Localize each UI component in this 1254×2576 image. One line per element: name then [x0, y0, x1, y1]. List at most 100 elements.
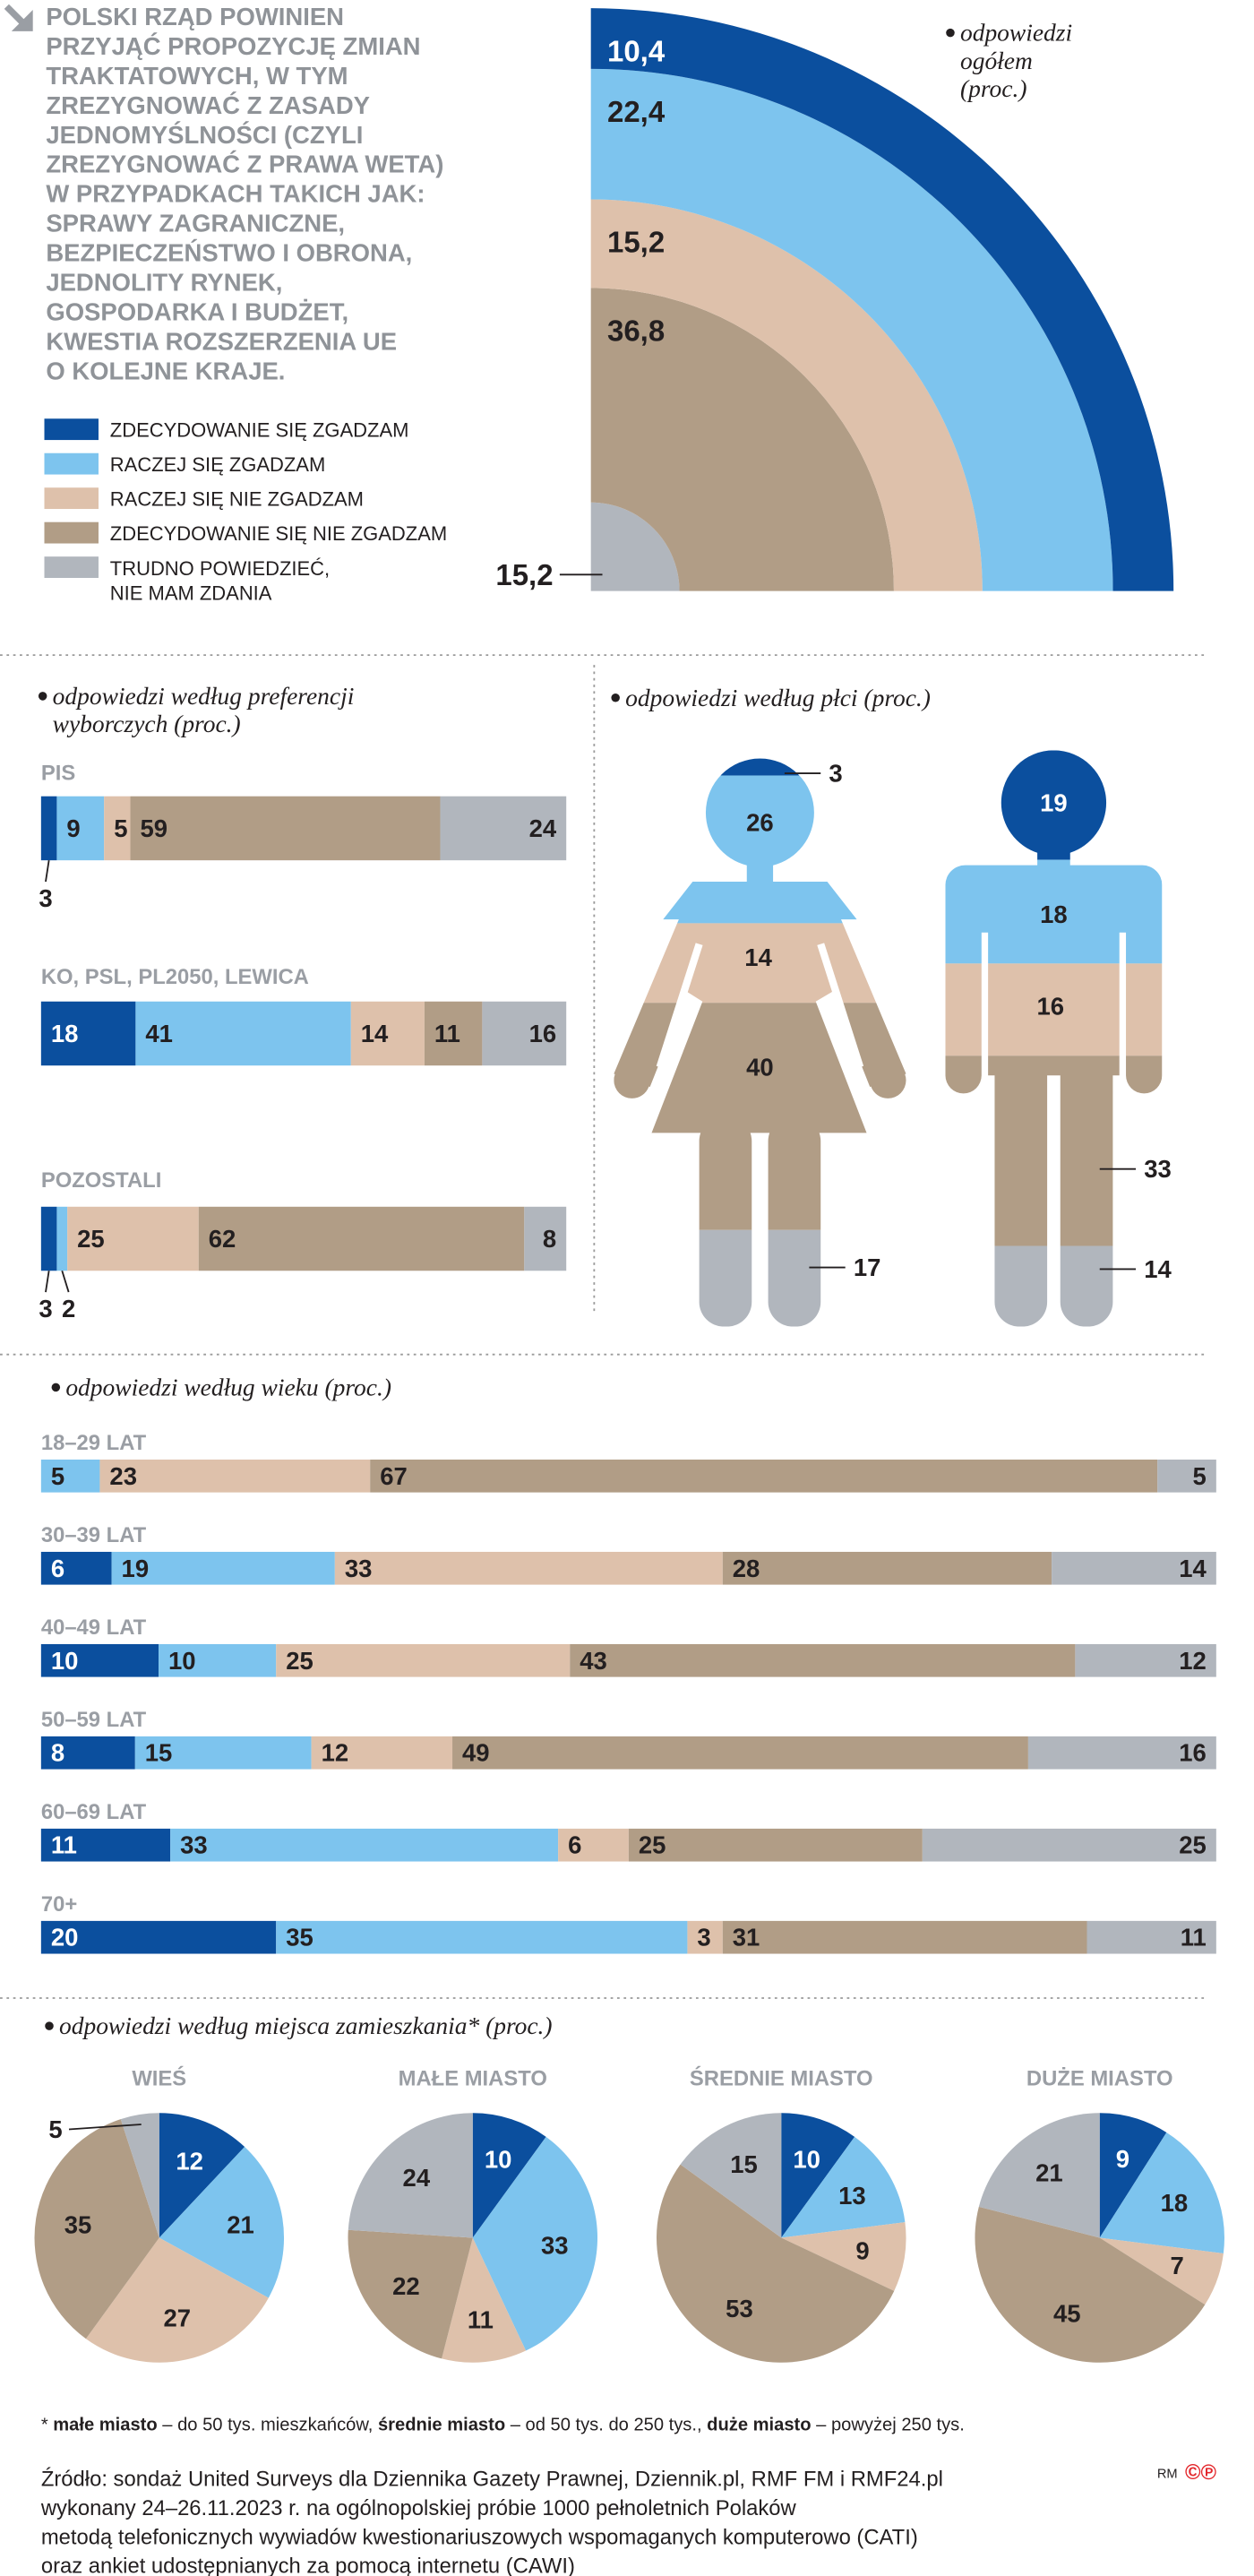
- figure-band: [945, 1245, 1163, 1327]
- value-label: 33: [541, 2232, 569, 2260]
- bar-segment: [56, 796, 105, 861]
- value-label: 8: [51, 1739, 64, 1767]
- bar-segment: [40, 1001, 136, 1066]
- headline-line: JEDNOLITY RYNEK,: [46, 269, 282, 297]
- value-label: 10: [793, 2146, 820, 2174]
- bar-segment: [276, 1920, 688, 1954]
- bar-segment: [276, 1643, 571, 1677]
- bar-segment: [1075, 1643, 1216, 1677]
- source-line: Źródło: sondaż United Surveys dla Dzienn…: [41, 2467, 943, 2491]
- bar-segment: [40, 796, 57, 861]
- legend-swatch: [44, 556, 99, 578]
- figure-band: [945, 859, 1163, 964]
- value-label: 11: [434, 1020, 460, 1047]
- headline-line: KWESTIA ROZSZERZENIA UE: [46, 328, 397, 356]
- value-label: 22,4: [607, 95, 666, 128]
- footnote-part: *: [41, 2415, 53, 2434]
- value-label: 25: [77, 1225, 105, 1253]
- headline-line: O KOLEJNE KRAJE.: [46, 358, 285, 385]
- legend-label: RACZEJ SIĘ NIE ZGADZAM: [110, 488, 364, 511]
- value-label: 12: [176, 2148, 203, 2175]
- bar-segment: [1157, 1459, 1216, 1493]
- bar-segment: [452, 1736, 1028, 1770]
- value-label: 36,8: [607, 314, 665, 348]
- category-label: 40–49 LAT: [41, 1615, 147, 1640]
- value-label: 25: [639, 1831, 666, 1859]
- value-label: 11: [51, 1831, 77, 1859]
- pie-slice: [1099, 2132, 1224, 2253]
- value-label: 62: [209, 1225, 236, 1253]
- bar-segment: [370, 1459, 1158, 1493]
- value-label: 5: [1193, 1462, 1207, 1490]
- value-label: 16: [1036, 993, 1064, 1021]
- credit: RM: [1157, 2467, 1178, 2481]
- bar-segment: [159, 1643, 277, 1677]
- value-label: 20: [51, 1924, 79, 1951]
- value-label: 15,2: [607, 226, 665, 259]
- pie-slice: [472, 2113, 546, 2238]
- value-label: 12: [322, 1739, 349, 1767]
- ring: [590, 502, 680, 591]
- value-label: 28: [733, 1555, 760, 1582]
- pie-slice: [472, 2136, 598, 2351]
- pie-title: WIEŚ: [132, 2065, 186, 2090]
- pie-slice: [159, 2113, 245, 2238]
- pie-slice: [656, 2164, 895, 2363]
- pie-slice: [978, 2113, 1100, 2238]
- value-label: 67: [380, 1462, 408, 1490]
- bar-segment: [134, 1736, 312, 1770]
- chart-title: odpowiedzi: [960, 20, 1072, 47]
- pie-slice: [442, 2237, 527, 2363]
- logo: ©℗: [1185, 2460, 1217, 2485]
- value-label: 3: [697, 1924, 710, 1951]
- bar-segment: [130, 796, 441, 861]
- headline-line: SPRAWY ZAGRANICZNE,: [46, 210, 345, 237]
- value-label: 31: [733, 1924, 760, 1951]
- value-label: 19: [122, 1555, 150, 1582]
- footnote: * małe miasto – do 50 tys. mieszkańców, …: [41, 2415, 965, 2434]
- bar-segment: [99, 1459, 371, 1493]
- arm-gap: [656, 943, 703, 1069]
- figure-band: [614, 758, 906, 776]
- value-label: 40: [746, 1054, 774, 1081]
- value-label: 10: [485, 2146, 512, 2174]
- chart-title: odpowiedzi według wieku (proc.): [65, 1374, 391, 1400]
- value-label: 25: [1179, 1831, 1207, 1859]
- headline-line: ZREZYGNOWAĆ Z PRAWA WETA): [46, 151, 443, 178]
- pie-slice: [34, 2119, 159, 2339]
- pie-slice: [781, 2113, 855, 2238]
- category-label: 50–59 LAT: [41, 1708, 147, 1732]
- value-label: 9: [66, 814, 80, 842]
- bar-segment: [135, 1001, 351, 1066]
- value-label: 25: [286, 1647, 314, 1675]
- value-label: 49: [462, 1739, 490, 1767]
- footnote-part: – do 50 tys. mieszkańców,: [158, 2415, 378, 2434]
- legend-swatch: [44, 487, 99, 510]
- pie-slice: [781, 2222, 906, 2291]
- value-label: 53: [726, 2295, 753, 2322]
- pie-slice: [1099, 2113, 1167, 2238]
- value-label: 9: [1116, 2145, 1129, 2173]
- value-label: 45: [1053, 2299, 1081, 2327]
- value-label: 14: [1144, 1255, 1172, 1283]
- bar-segment: [40, 1643, 159, 1677]
- value-label: 10: [51, 1647, 79, 1675]
- figure-band: [945, 1055, 1163, 1246]
- value-label: 41: [145, 1020, 173, 1047]
- bar-segment: [311, 1736, 453, 1770]
- leader: [68, 2124, 142, 2131]
- bar-segment: [170, 1828, 559, 1862]
- bar-segment: [40, 1206, 57, 1271]
- value-label: 33: [345, 1555, 373, 1582]
- value-label: 17: [854, 1254, 881, 1281]
- value-label: 33: [180, 1831, 208, 1859]
- headline-line: BEZPIECZEŃSTWO I OBRONA,: [46, 239, 412, 267]
- bullet: [38, 692, 47, 701]
- bar-segment: [198, 1206, 525, 1271]
- figures: [614, 750, 1163, 1327]
- value-label: 2: [62, 1295, 75, 1322]
- chart-title: odpowiedzi według płci (proc.): [625, 685, 931, 711]
- source-line: oraz ankiet udostępnianych za pomocą int…: [41, 2554, 575, 2576]
- bar-segment: [628, 1828, 923, 1862]
